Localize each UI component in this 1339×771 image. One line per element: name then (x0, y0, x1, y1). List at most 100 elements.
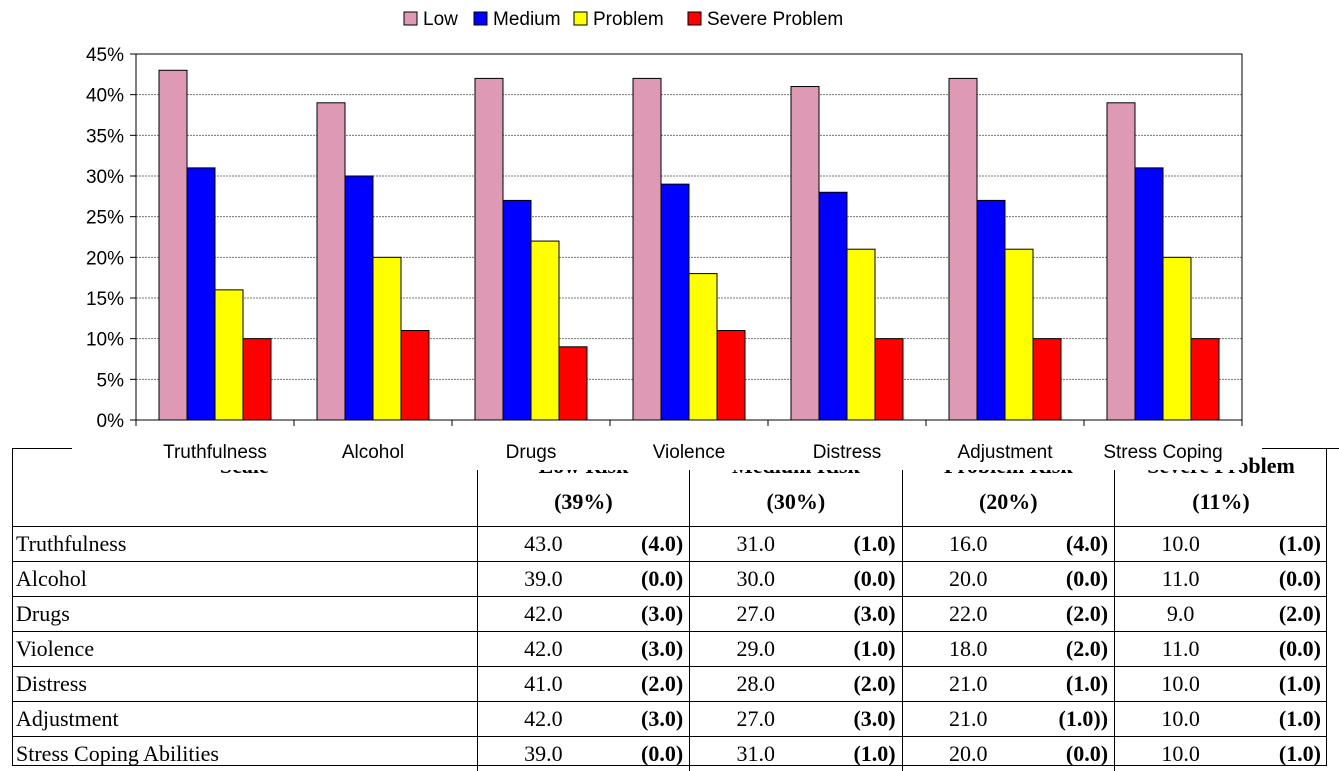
row-severe-sd: (1.0) (1246, 735, 1327, 771)
row-severe-value: 9.0 (1114, 595, 1247, 631)
row-problem-sd: (2.0) (1033, 630, 1116, 666)
row-problem-sd: (0.0) (1033, 560, 1116, 596)
table-row: Drugs 42.0 (3.0) 27.0 (3.0) 22.0 (2.0) 9.0 (2.0) (12, 595, 1327, 631)
row-medium-sd: (2.0) (821, 665, 903, 701)
bar-severe-problem (716, 330, 746, 421)
row-low-value: 43.0 (477, 525, 609, 561)
row-severe-value: 11.0 (1114, 560, 1247, 596)
row-severe-value: 10.0 (1114, 525, 1247, 561)
row-problem-value: 16.0 (902, 525, 1034, 561)
row-problem-value: 18.0 (902, 630, 1034, 666)
bar-severe-problem (558, 346, 588, 421)
table-top-border-right (1262, 448, 1339, 449)
row-scale-name: Drugs (12, 595, 478, 631)
row-scale-name: Truthfulness (12, 525, 478, 561)
chart-legend: Low Medium Problem Severe Problem (403, 9, 843, 30)
y-tick-label: 25% (86, 208, 124, 229)
row-severe-value: 10.0 (1114, 700, 1247, 736)
x-tick-label: Drugs (506, 442, 557, 463)
row-problem-value: 21.0 (902, 700, 1034, 736)
table-body: Truthfulness 43.0 (4.0) 31.0 (1.0) 16.0 (4.0) 1… (12, 525, 1327, 771)
row-scale-name: Violence (12, 630, 478, 666)
y-tick-label: 30% (86, 167, 124, 188)
bar-medium (818, 191, 848, 421)
bar-low (316, 102, 346, 421)
header-medium-pct: (30%) (766, 489, 826, 514)
row-low-sd: (3.0) (608, 700, 691, 736)
row-problem-value: 20.0 (902, 735, 1034, 771)
row-severe-sd: (1.0) (1246, 665, 1327, 701)
y-tick-label: 20% (86, 248, 124, 269)
legend-swatch-medium (473, 11, 488, 26)
table-top-border-left (12, 448, 72, 449)
row-medium-value: 27.0 (689, 700, 822, 736)
bar-low (632, 77, 662, 421)
row-scale-name: Adjustment (12, 700, 478, 736)
header-severe-pct: (11%) (1192, 489, 1250, 514)
risk-bar-chart: Low Medium Problem Severe Problem 0% 5% 10% 15… (85, 9, 1243, 463)
row-problem-value: 20.0 (902, 560, 1034, 596)
table-row: Adjustment 42.0 (3.0) 27.0 (3.0) 21.0 (1.0)) 10… (12, 700, 1327, 736)
row-severe-sd: (1.0) (1246, 525, 1327, 561)
bar-low (948, 77, 978, 421)
bar-medium (976, 199, 1006, 421)
row-medium-sd: (0.0) (821, 560, 903, 596)
row-medium-sd: (1.0) (821, 735, 903, 771)
x-tick-label: Stress Coping (1103, 442, 1222, 463)
row-medium-sd: (3.0) (821, 700, 903, 736)
y-tick-label: 5% (97, 370, 125, 391)
x-tick-label: Distress (813, 442, 882, 463)
row-scale-name: Stress Coping Abilities (12, 735, 478, 771)
row-medium-value: 30.0 (689, 560, 822, 596)
row-medium-value: 27.0 (689, 595, 822, 631)
row-medium-value: 31.0 (689, 735, 822, 771)
table-row: Truthfulness 43.0 (4.0) 31.0 (1.0) 16.0 (4.0) 1… (12, 525, 1327, 561)
row-low-value: 41.0 (477, 665, 609, 701)
bar-problem (372, 256, 402, 421)
row-low-sd: (3.0) (608, 595, 691, 631)
y-tick-label: 0% (97, 411, 125, 432)
bar-severe-problem (400, 330, 430, 421)
bar-low (158, 69, 188, 421)
row-severe-sd: (1.0) (1246, 700, 1327, 736)
chart-bars (158, 69, 1220, 421)
row-low-value: 39.0 (477, 735, 609, 771)
table-row: Violence 42.0 (3.0) 29.0 (1.0) 18.0 (2.0) 11.0(… (12, 630, 1327, 666)
y-tick-label: 35% (86, 126, 124, 147)
row-severe-sd: (2.0) (1246, 595, 1327, 631)
row-severe-value: 10.0 (1114, 665, 1247, 701)
row-medium-value: 28.0 (689, 665, 822, 701)
legend-label: Low (423, 9, 458, 30)
row-low-value: 39.0 (477, 560, 609, 596)
plot-area-border (135, 53, 1243, 421)
y-tick-label: 45% (86, 45, 124, 66)
y-tick-label: 15% (86, 289, 124, 310)
row-low-sd: (2.0) (608, 665, 691, 701)
bar-medium (344, 175, 374, 421)
bar-problem (846, 248, 876, 421)
row-problem-sd: (1.0)) (1033, 700, 1116, 736)
row-problem-value: 22.0 (902, 595, 1034, 631)
table-row: Stress Coping Abilities 39.0 (0.0) 31.0 (1.0… (12, 735, 1327, 771)
bar-problem (1004, 248, 1034, 421)
bar-problem (1162, 256, 1192, 421)
row-severe-sd: (0.0) (1246, 630, 1327, 666)
bar-severe-problem (242, 338, 272, 421)
row-severe-value: 11.0 (1114, 630, 1247, 666)
row-low-sd: (3.0) (608, 630, 691, 666)
row-problem-sd: (0.0) (1033, 735, 1116, 771)
row-problem-sd: (1.0) (1033, 665, 1116, 701)
row-scale-name: Distress (12, 665, 478, 701)
bar-problem (214, 289, 244, 421)
x-tick-label: Adjustment (957, 442, 1053, 463)
bar-problem (530, 240, 560, 421)
row-problem-value: 21.0 (902, 665, 1034, 701)
row-medium-sd: (3.0) (821, 595, 903, 631)
bar-low (1106, 102, 1136, 421)
row-low-value: 42.0 (477, 630, 609, 666)
legend-swatch-problem (573, 11, 588, 26)
chart-axes (130, 53, 1243, 426)
chart-x-tick-labels: Truthfulness Alcohol Drugs Violence Distress… (163, 442, 1223, 463)
row-low-value: 42.0 (477, 700, 609, 736)
legend-swatch-low (403, 11, 418, 26)
